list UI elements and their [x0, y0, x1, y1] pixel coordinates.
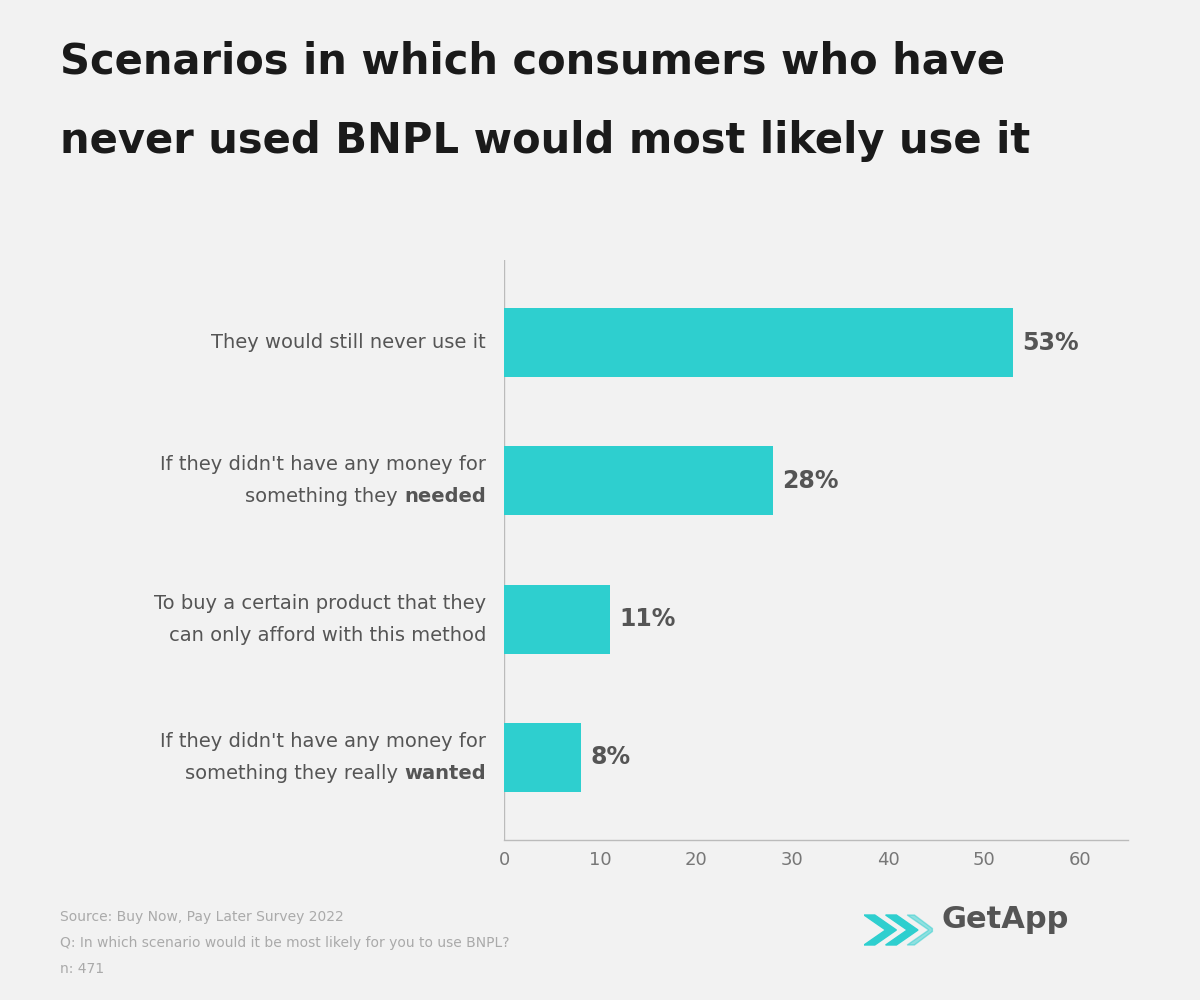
- Text: 28%: 28%: [782, 469, 839, 493]
- Text: If they didn't have any money for: If they didn't have any money for: [160, 732, 486, 751]
- Text: 53%: 53%: [1022, 331, 1079, 355]
- Bar: [504, 723, 581, 792]
- Bar: [504, 308, 1013, 377]
- Polygon shape: [864, 915, 896, 945]
- Text: GetApp: GetApp: [942, 906, 1069, 934]
- Bar: [504, 446, 773, 515]
- Text: If they didn't have any money for: If they didn't have any money for: [160, 455, 486, 474]
- Text: To buy a certain product that they: To buy a certain product that they: [154, 594, 486, 613]
- Text: They would still never use it: They would still never use it: [211, 333, 486, 352]
- Text: never used BNPL would most likely use it: never used BNPL would most likely use it: [60, 120, 1031, 162]
- Text: wanted: wanted: [404, 764, 486, 783]
- Polygon shape: [886, 915, 918, 945]
- Text: 11%: 11%: [619, 607, 676, 631]
- Text: something they: something they: [245, 487, 404, 506]
- Bar: [504, 585, 610, 654]
- Text: can only afford with this method: can only afford with this method: [169, 626, 486, 645]
- Text: Source: Buy Now, Pay Later Survey 2022: Source: Buy Now, Pay Later Survey 2022: [60, 910, 343, 924]
- Text: Q: In which scenario would it be most likely for you to use BNPL?: Q: In which scenario would it be most li…: [60, 936, 510, 950]
- Polygon shape: [907, 915, 932, 945]
- Text: something they really: something they really: [185, 764, 404, 783]
- Text: Scenarios in which consumers who have: Scenarios in which consumers who have: [60, 40, 1006, 82]
- Text: needed: needed: [404, 487, 486, 506]
- Text: 8%: 8%: [590, 745, 630, 769]
- Text: n: 471: n: 471: [60, 962, 104, 976]
